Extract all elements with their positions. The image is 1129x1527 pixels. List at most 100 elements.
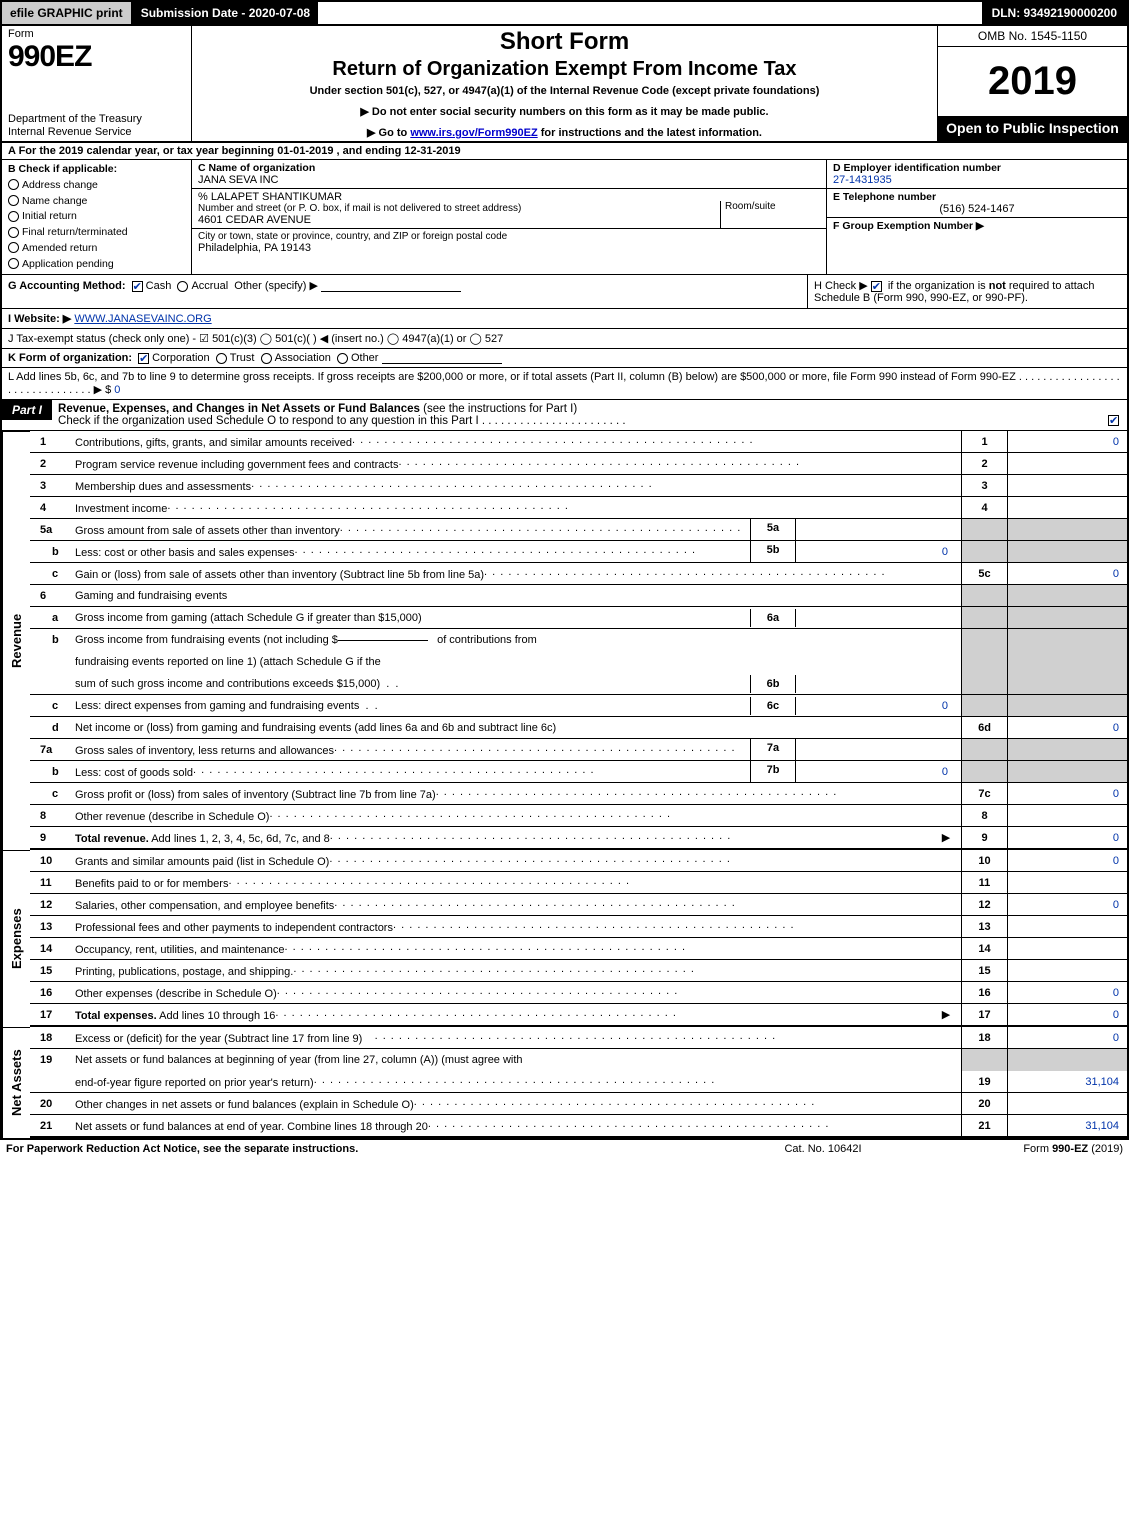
part-i-checkbox-cell	[1103, 400, 1127, 426]
part-i-header: Part I Revenue, Expenses, and Changes in…	[2, 400, 1127, 431]
desc-20: Other changes in net assets or fund bala…	[70, 1093, 961, 1115]
other-specify: Other (specify) ▶	[234, 280, 318, 292]
amt-17: 0	[1007, 1004, 1127, 1027]
desc-6a: Gross income from gaming (attach Schedul…	[70, 607, 961, 629]
chk-cash[interactable]	[132, 281, 143, 292]
amt-9: 0	[1007, 827, 1127, 850]
submission-date-button[interactable]: Submission Date - 2020-07-08	[133, 2, 320, 24]
box-15: 15	[961, 960, 1007, 982]
chk-part-i-schedule-o[interactable]	[1108, 415, 1119, 426]
lno-1: 1	[30, 431, 70, 453]
desc-15: Printing, publications, postage, and shi…	[70, 960, 961, 982]
form-header: Form 990EZ Department of the Treasury In…	[2, 26, 1127, 143]
chk-other-org[interactable]	[337, 353, 348, 364]
column-d-ids: D Employer identification number 27-1431…	[827, 160, 1127, 274]
other-org-line[interactable]	[382, 363, 502, 364]
street-label: Number and street (or P. O. box, if mail…	[198, 203, 720, 214]
amt-1: 0	[1007, 431, 1127, 453]
chk-schedule-b[interactable]	[871, 281, 882, 292]
amt-5a-shade	[1007, 519, 1127, 541]
city-value: Philadelphia, PA 19143	[198, 242, 820, 254]
lno-13: 13	[30, 916, 70, 938]
form-label: Form	[8, 28, 185, 40]
g-label: G Accounting Method:	[8, 280, 126, 292]
desc-6b-3: sum of such gross income and contributio…	[70, 673, 961, 695]
street-seg: % LALAPET SHANTIKUMAR Number and street …	[192, 189, 826, 229]
chk-assoc[interactable]	[261, 353, 272, 364]
inspection-badge: Open to Public Inspection	[938, 116, 1127, 141]
amt-21: 31,104	[1007, 1115, 1127, 1138]
ein-label: D Employer identification number	[833, 162, 1121, 174]
note-ssn: ▶ Do not enter social security numbers o…	[200, 105, 929, 118]
form-page: efile GRAPHIC print Submission Date - 20…	[0, 0, 1129, 1140]
column-c-org-info: C Name of organization JANA SEVA INC % L…	[192, 160, 827, 274]
chk-accrual[interactable]	[177, 281, 188, 292]
box-6a-shade	[961, 607, 1007, 629]
efile-print-button[interactable]: efile GRAPHIC print	[2, 2, 133, 24]
desc-9: Total revenue. Total revenue. Add lines …	[70, 827, 961, 850]
dln-label: DLN: 93492190000200	[982, 2, 1127, 24]
irs-link[interactable]: www.irs.gov/Form990EZ	[410, 127, 537, 139]
amt-12: 0	[1007, 894, 1127, 916]
amt-7c: 0	[1007, 783, 1127, 805]
amt-18: 0	[1007, 1027, 1127, 1049]
footer-left: For Paperwork Reduction Act Notice, see …	[6, 1143, 723, 1155]
amt-4	[1007, 497, 1127, 519]
desc-5c: Gain or (loss) from sale of assets other…	[70, 563, 961, 585]
website-label: I Website: ▶	[8, 313, 71, 325]
omb-number: OMB No. 1545-1150	[938, 26, 1127, 47]
desc-6b-2: fundraising events reported on line 1) (…	[70, 651, 961, 673]
page-footer: For Paperwork Reduction Act Notice, see …	[0, 1140, 1129, 1158]
l-value: 0	[114, 384, 120, 396]
tax-year: 2019	[938, 47, 1127, 116]
block-bcd: B Check if applicable: Address change Na…	[2, 160, 1127, 275]
department-label: Department of the Treasury Internal Reve…	[8, 113, 185, 139]
tel-label: E Telephone number	[833, 191, 1121, 203]
note-link-pre: ▶ Go to	[367, 127, 410, 139]
chk-final-return[interactable]: Final return/terminated	[8, 225, 185, 241]
other-specify-line[interactable]	[321, 291, 461, 292]
amt-6a-shade	[1007, 607, 1127, 629]
desc-10: Grants and similar amounts paid (list in…	[70, 850, 961, 872]
amt-5b-shade	[1007, 541, 1127, 563]
box-2: 2	[961, 453, 1007, 475]
lno-6: 6	[30, 585, 70, 607]
chk-name-change[interactable]: Name change	[8, 194, 185, 210]
amt-8	[1007, 805, 1127, 827]
desc-3: Membership dues and assessments	[70, 475, 961, 497]
box-18: 18	[961, 1027, 1007, 1049]
street-value: 4601 CEDAR AVENUE	[198, 214, 720, 226]
desc-5b: Less: cost or other basis and sales expe…	[70, 541, 961, 563]
desc-7a: Gross sales of inventory, less returns a…	[70, 739, 961, 761]
lno-6d: d	[30, 717, 70, 739]
ein-seg: D Employer identification number 27-1431…	[827, 160, 1127, 189]
chk-trust[interactable]	[216, 353, 227, 364]
chk-application-pending[interactable]: Application pending	[8, 257, 185, 273]
row-g-h: G Accounting Method: Cash Accrual Other …	[2, 275, 1127, 309]
lno-4: 4	[30, 497, 70, 519]
header-left: Form 990EZ Department of the Treasury In…	[2, 26, 192, 141]
desc-4: Investment income	[70, 497, 961, 519]
lno-16: 16	[30, 982, 70, 1004]
desc-8: Other revenue (describe in Schedule O)	[70, 805, 961, 827]
part-i-title: Revenue, Expenses, and Changes in Net As…	[52, 400, 1103, 430]
box-13: 13	[961, 916, 1007, 938]
l-text: L Add lines 5b, 6c, and 7b to line 9 to …	[8, 371, 1120, 396]
chk-address-change[interactable]: Address change	[8, 178, 185, 194]
chk-amended-return[interactable]: Amended return	[8, 241, 185, 257]
chk-corp[interactable]	[138, 353, 149, 364]
lno-7b: b	[30, 761, 70, 783]
top-bar: efile GRAPHIC print Submission Date - 20…	[2, 2, 1127, 26]
lno-6b: b	[30, 629, 70, 651]
lno-9: 9	[30, 827, 70, 850]
h-schedule-b: H Check ▶ if the organization is not req…	[807, 275, 1127, 308]
box-6d: 6d	[961, 717, 1007, 739]
chk-initial-return[interactable]: Initial return	[8, 209, 185, 225]
lno-3: 3	[30, 475, 70, 497]
desc-11: Benefits paid to or for members	[70, 872, 961, 894]
website-link[interactable]: WWW.JANASEVAINC.ORG	[74, 313, 211, 325]
desc-12: Salaries, other compensation, and employ…	[70, 894, 961, 916]
topbar-spacer	[320, 2, 981, 24]
box-11: 11	[961, 872, 1007, 894]
title-return: Return of Organization Exempt From Incom…	[200, 58, 929, 81]
